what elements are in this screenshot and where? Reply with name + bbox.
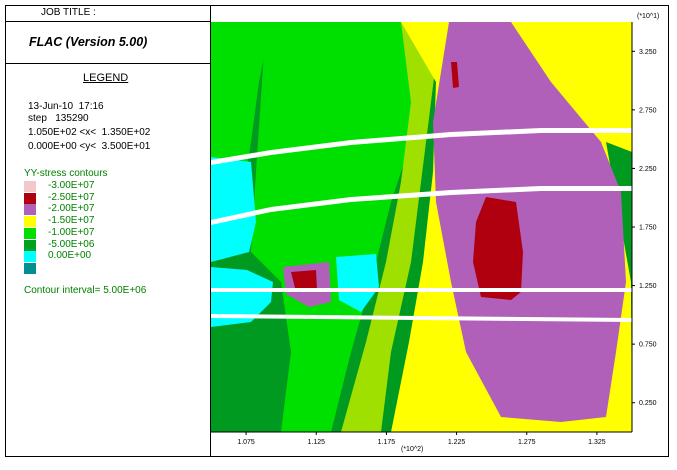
contour-swatch <box>24 239 36 251</box>
contour-band-zero-mid <box>336 254 379 312</box>
y-tick-label: 1.750 <box>639 225 657 232</box>
excavation-line-3 <box>211 288 632 292</box>
contour-band-minus-2-5e7 <box>473 197 523 300</box>
contour-band-minus-2-5e7-small <box>451 62 459 88</box>
plot-frame <box>5 5 669 457</box>
x-tick-label: 1.325 <box>588 439 606 446</box>
x-axis-multiplier: (*10^2) <box>401 446 424 453</box>
legend-title: LEGEND <box>83 72 129 84</box>
contour-band-zero-left <box>211 157 256 262</box>
contour-level-label: -1.50E+07 <box>48 215 95 227</box>
contour-interval: Contour interval= 5.00E+06 <box>24 285 147 296</box>
contour-canvas <box>211 22 632 432</box>
job-title: JOB TITLE : <box>5 5 211 22</box>
x-tick-label: 1.125 <box>307 439 325 446</box>
legend-step: step 135290 <box>28 113 89 124</box>
contour-swatch <box>24 204 36 216</box>
x-tick-label: 1.225 <box>448 439 466 446</box>
contour-band-transition <box>341 22 441 432</box>
legend-panel <box>5 5 211 457</box>
contour-level-label: 0.00E+00 <box>48 250 92 262</box>
contour-swatch <box>24 181 36 192</box>
legend-x-range: 1.050E+02 <x< 1.350E+02 <box>28 127 151 138</box>
y-tick-label: 2.250 <box>639 166 657 173</box>
legend-date: 13-Jun-10 17:16 <box>28 101 104 112</box>
contour-swatch <box>24 227 36 239</box>
x-tick-label: 1.175 <box>378 439 396 446</box>
contour-band-minus-1e7-center <box>251 22 421 432</box>
y-axis-multiplier: (*10^1) <box>637 13 660 20</box>
contour-level-label: -3.00E+07 <box>48 180 95 191</box>
contour-band-minus-2e7 <box>433 22 626 422</box>
excavation-line-4 <box>211 314 632 322</box>
excavation-line-1 <box>211 128 632 165</box>
x-tick-label: 1.275 <box>518 439 536 446</box>
legend-y-range: 0.000E+00 <y< 3.500E+01 <box>28 141 151 152</box>
y-tick-label: 1.250 <box>639 283 657 290</box>
contour-swatch <box>24 251 36 263</box>
y-tick-label: 2.750 <box>639 107 657 114</box>
y-tick-label: 3.250 <box>639 49 657 56</box>
contour-level-label: -1.00E+07 <box>48 226 95 238</box>
contour-band-zero-lower <box>211 267 273 327</box>
excavation-line-2 <box>211 186 632 225</box>
contour-level-label: -5.00E+06 <box>48 238 95 250</box>
y-tick-label: 0.750 <box>639 342 657 349</box>
contour-band-minus-2-5e7-mid <box>291 270 317 292</box>
stress-contour-plot <box>211 22 632 432</box>
contours-title: YY-stress contours <box>24 168 108 179</box>
contour-swatch <box>24 216 36 228</box>
contour-swatch <box>24 262 36 274</box>
program-title: FLAC (Version 5.00) <box>5 22 211 64</box>
contour-level-label: -2.00E+07 <box>48 203 95 215</box>
y-tick-label: 0.250 <box>639 400 657 407</box>
contour-level-label: -2.50E+07 <box>48 191 95 203</box>
x-tick-label: 1.075 <box>237 439 255 446</box>
contour-swatch <box>24 192 36 204</box>
